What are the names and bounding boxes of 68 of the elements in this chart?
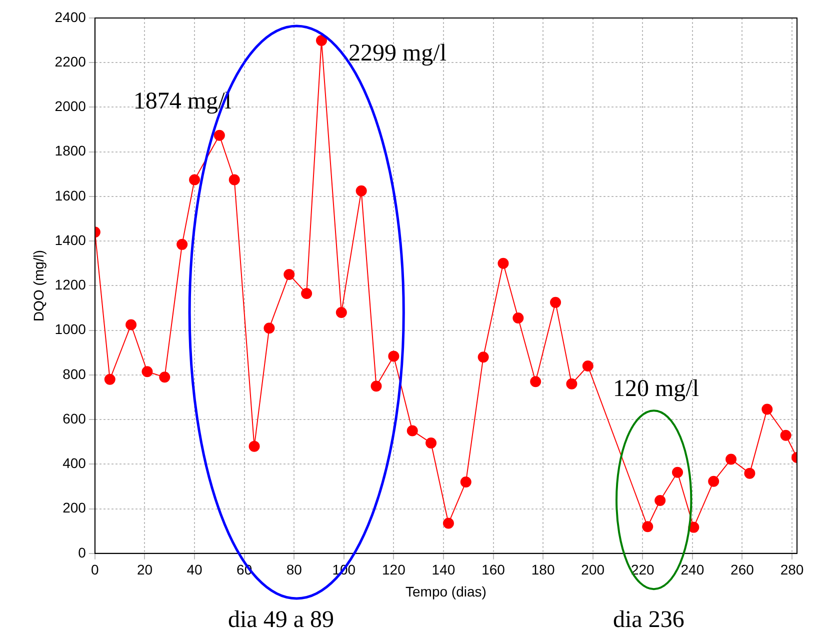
y-tick-label: 1600 bbox=[54, 187, 86, 204]
point bbox=[248, 440, 260, 452]
x-tick-label: 140 bbox=[432, 562, 456, 578]
point bbox=[426, 437, 437, 448]
x-tick-label: 260 bbox=[730, 562, 754, 578]
y-tick-label: 1800 bbox=[54, 142, 86, 159]
point bbox=[550, 296, 562, 308]
y-tick-label: 2000 bbox=[54, 98, 86, 114]
y-tick-label: 600 bbox=[62, 410, 86, 426]
y-tick-label: 200 bbox=[62, 500, 86, 516]
point bbox=[762, 404, 773, 415]
point bbox=[214, 130, 225, 141]
point bbox=[301, 288, 312, 300]
x-tick-label: 160 bbox=[482, 562, 506, 578]
point bbox=[530, 376, 542, 388]
y-axis-title: DQO (mg/l) bbox=[30, 250, 46, 322]
point bbox=[104, 374, 116, 385]
point bbox=[228, 174, 240, 186]
text: dia 236 bbox=[613, 607, 684, 630]
y-tick-label: 0 bbox=[78, 544, 86, 560]
point bbox=[126, 319, 137, 330]
point bbox=[780, 430, 792, 441]
y-tick-label: 2400 bbox=[54, 8, 86, 25]
y-tick-label: 2200 bbox=[54, 53, 86, 70]
x-tick-label: 180 bbox=[531, 562, 555, 578]
point bbox=[498, 258, 509, 269]
y-tick-label: 400 bbox=[62, 455, 86, 472]
point bbox=[442, 518, 454, 529]
point bbox=[726, 454, 737, 465]
point bbox=[356, 185, 367, 196]
point bbox=[744, 468, 756, 479]
x-axis-title: Tempo (dias) bbox=[406, 583, 486, 600]
y-tick-label: 800 bbox=[62, 366, 86, 382]
point bbox=[512, 312, 524, 324]
text: dia 49 a 89 bbox=[228, 607, 334, 630]
x-tick-label: 20 bbox=[136, 562, 153, 578]
point bbox=[642, 521, 654, 532]
point bbox=[478, 352, 489, 363]
point bbox=[654, 495, 666, 506]
point bbox=[189, 174, 200, 186]
annotation: 2299 mg/l bbox=[348, 40, 447, 67]
x-tick-label: 280 bbox=[780, 562, 804, 578]
point bbox=[460, 476, 472, 488]
point bbox=[284, 269, 295, 280]
point bbox=[142, 366, 153, 378]
point bbox=[566, 378, 578, 390]
point bbox=[316, 35, 327, 46]
point bbox=[406, 425, 418, 436]
x-tick-label: 40 bbox=[186, 562, 203, 578]
x-tick-label: 0 bbox=[91, 562, 100, 578]
y-tick-label: 1400 bbox=[54, 232, 86, 248]
point bbox=[264, 322, 275, 334]
x-tick-label: 80 bbox=[286, 562, 302, 578]
y-tick-label: 1200 bbox=[54, 276, 86, 293]
point bbox=[370, 380, 382, 392]
point bbox=[388, 350, 400, 362]
y-tick-label: 1000 bbox=[54, 321, 86, 338]
point bbox=[672, 466, 683, 478]
point bbox=[582, 360, 594, 372]
x-tick-label: 120 bbox=[382, 562, 406, 578]
annotation: 120 mg/l bbox=[613, 376, 700, 402]
x-tick-label: 220 bbox=[630, 562, 655, 578]
point bbox=[176, 238, 188, 250]
point bbox=[708, 476, 720, 487]
x-tick-label: 240 bbox=[680, 562, 704, 578]
x-tick-label: 200 bbox=[581, 562, 605, 578]
point bbox=[159, 372, 170, 383]
point bbox=[336, 306, 347, 318]
